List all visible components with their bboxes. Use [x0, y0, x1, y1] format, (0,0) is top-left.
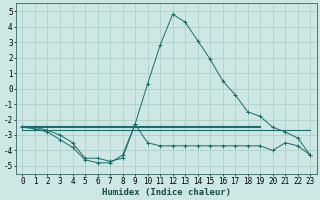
- X-axis label: Humidex (Indice chaleur): Humidex (Indice chaleur): [102, 188, 231, 197]
